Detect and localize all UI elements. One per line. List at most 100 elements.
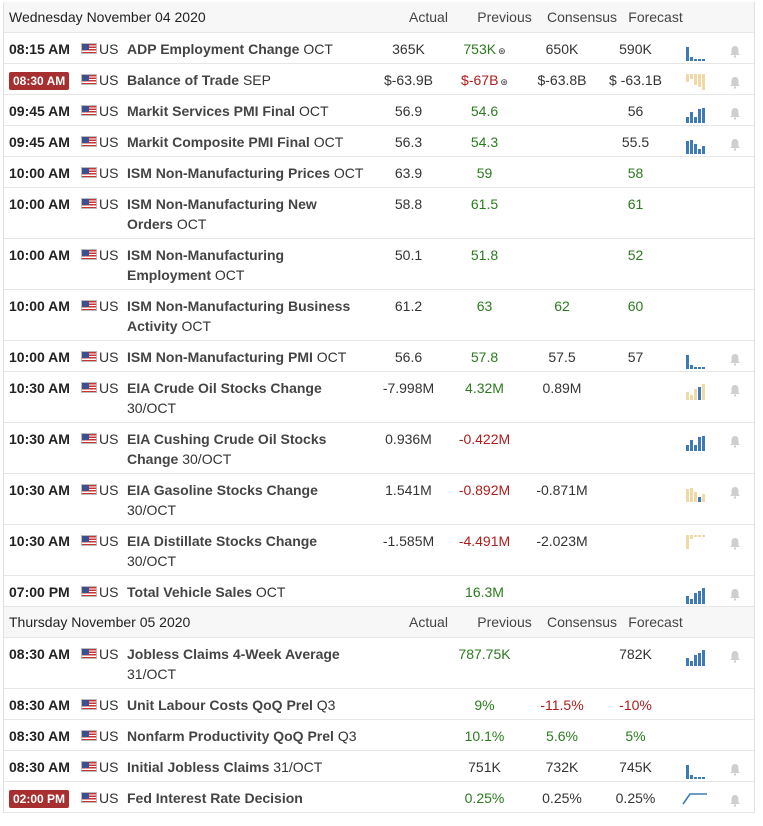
sparkline[interactable] bbox=[670, 751, 720, 779]
sparkline[interactable] bbox=[670, 474, 720, 502]
sparkline-chart[interactable] bbox=[685, 136, 705, 154]
sparkline[interactable] bbox=[670, 290, 720, 296]
event-name[interactable]: Balance of Trade SEP bbox=[127, 64, 371, 90]
event-row[interactable]: 10:00 AM US ISM Non-Manufacturing Employme… bbox=[4, 239, 754, 290]
event-name[interactable]: EIA Crude Oil Stocks Change 30/OCT bbox=[127, 372, 371, 418]
bell-icon[interactable] bbox=[729, 76, 741, 89]
event-title-link[interactable]: Balance of Trade bbox=[127, 72, 240, 88]
bell-icon[interactable] bbox=[729, 588, 741, 601]
bell-icon[interactable] bbox=[729, 486, 741, 499]
alert-bell[interactable] bbox=[720, 638, 750, 663]
event-title-link[interactable]: EIA Crude Oil Stocks Change bbox=[127, 380, 322, 396]
event-row[interactable]: 08:30 AM US Unit Labour Costs QoQ Prel Q3 9… bbox=[4, 689, 754, 720]
event-row[interactable]: 07:00 PM US Total Vehicle Sales OCT 16.3M bbox=[4, 576, 754, 607]
sparkline[interactable] bbox=[670, 33, 720, 61]
event-row[interactable]: 02:00 PM US Fed Interest Rate Decision 0.2… bbox=[4, 782, 754, 813]
bell-icon[interactable] bbox=[729, 763, 741, 776]
sparkline-chart[interactable] bbox=[685, 761, 705, 779]
event-title-link[interactable]: Nonfarm Productivity QoQ Prel bbox=[127, 728, 334, 744]
event-name[interactable]: Fed Interest Rate Decision bbox=[127, 782, 371, 808]
event-title-link[interactable]: ISM Non-Manufacturing New Orders bbox=[127, 196, 317, 232]
event-name[interactable]: Unit Labour Costs QoQ Prel Q3 bbox=[127, 689, 371, 715]
event-row[interactable]: 10:00 AM US ISM Non-Manufacturing Business… bbox=[4, 290, 754, 341]
sparkline[interactable] bbox=[670, 638, 720, 666]
event-title-link[interactable]: Total Vehicle Sales bbox=[127, 584, 253, 600]
sparkline[interactable] bbox=[670, 423, 720, 451]
bell-icon[interactable] bbox=[729, 45, 741, 58]
sparkline[interactable] bbox=[670, 95, 720, 123]
sparkline[interactable] bbox=[670, 239, 720, 245]
event-row[interactable]: 10:30 AM US EIA Cushing Crude Oil Stocks C… bbox=[4, 423, 754, 474]
event-row[interactable]: 10:30 AM US EIA Crude Oil Stocks Change 30… bbox=[4, 372, 754, 423]
event-name[interactable]: Total Vehicle Sales OCT bbox=[127, 576, 371, 602]
sparkline[interactable] bbox=[670, 372, 720, 400]
event-title-link[interactable]: ISM Non-Manufacturing Business Activity bbox=[127, 298, 351, 334]
alert-bell[interactable] bbox=[720, 525, 750, 550]
sparkline[interactable] bbox=[670, 689, 720, 695]
event-row[interactable]: 10:30 AM US EIA Distillate Stocks Change 3… bbox=[4, 525, 754, 576]
bell-icon[interactable] bbox=[729, 138, 741, 151]
sparkline-chart[interactable] bbox=[685, 43, 705, 61]
event-name[interactable]: ADP Employment Change OCT bbox=[127, 33, 371, 59]
event-row[interactable]: 10:00 AM US ISM Non-Manufacturing Prices O… bbox=[4, 157, 754, 188]
sparkline-chart[interactable] bbox=[685, 648, 705, 666]
sparkline[interactable] bbox=[670, 188, 720, 194]
bell-icon[interactable] bbox=[729, 794, 741, 807]
sparkline-chart[interactable] bbox=[685, 382, 705, 400]
bell-icon[interactable] bbox=[729, 107, 741, 120]
event-row[interactable]: 08:30 AM US Initial Jobless Claims 31/OCT 7… bbox=[4, 751, 754, 782]
event-row[interactable]: 10:00 AM US ISM Non-Manufacturing New Orde… bbox=[4, 188, 754, 239]
event-title-link[interactable]: ISM Non-Manufacturing Prices bbox=[127, 165, 331, 181]
event-title-link[interactable]: ADP Employment Change bbox=[127, 41, 300, 57]
event-name[interactable]: Markit Services PMI Final OCT bbox=[127, 95, 371, 121]
event-name[interactable]: ISM Non-Manufacturing Prices OCT bbox=[127, 157, 371, 183]
event-row[interactable]: 09:45 AM US Markit Services PMI Final OCT 5… bbox=[4, 95, 754, 126]
event-row[interactable]: 10:30 AM US EIA Gasoline Stocks Change 30/… bbox=[4, 474, 754, 525]
bell-icon[interactable] bbox=[729, 537, 741, 550]
sparkline-chart[interactable] bbox=[682, 788, 708, 806]
bell-icon[interactable] bbox=[729, 435, 741, 448]
alert-bell[interactable] bbox=[720, 372, 750, 397]
sparkline-chart[interactable] bbox=[685, 586, 705, 604]
event-name[interactable]: Jobless Claims 4-Week Average 31/OCT bbox=[127, 638, 371, 684]
event-name[interactable]: Initial Jobless Claims 31/OCT bbox=[127, 751, 371, 777]
alert-bell[interactable] bbox=[720, 33, 750, 58]
event-row[interactable]: 09:45 AM US Markit Composite PMI Final OCT… bbox=[4, 126, 754, 157]
event-row[interactable]: 08:30 AM US Nonfarm Productivity QoQ Prel … bbox=[4, 720, 754, 751]
event-name[interactable]: EIA Cushing Crude Oil Stocks Change 30/O… bbox=[127, 423, 371, 469]
event-name[interactable]: ISM Non-Manufacturing New Orders OCT bbox=[127, 188, 371, 234]
sparkline[interactable] bbox=[670, 525, 720, 553]
sparkline-chart[interactable] bbox=[685, 484, 705, 502]
event-row[interactable]: 08:30 AM US Balance of Trade SEP $-63.9B $-6… bbox=[4, 64, 754, 95]
event-row[interactable]: 08:30 AM US Jobless Claims 4-Week Average … bbox=[4, 638, 754, 689]
event-name[interactable]: Markit Composite PMI Final OCT bbox=[127, 126, 371, 152]
event-title-link[interactable]: EIA Cushing Crude Oil Stocks Change bbox=[127, 431, 327, 467]
sparkline-chart[interactable] bbox=[685, 105, 705, 123]
event-name[interactable]: ISM Non-Manufacturing PMI OCT bbox=[127, 341, 371, 367]
event-row[interactable]: 10:00 AM US ISM Non-Manufacturing PMI OCT 5… bbox=[4, 341, 754, 372]
sparkline-chart[interactable] bbox=[685, 433, 705, 451]
sparkline-chart[interactable] bbox=[685, 351, 705, 369]
alert-bell[interactable] bbox=[720, 64, 750, 89]
sparkline[interactable] bbox=[670, 720, 720, 726]
sparkline[interactable] bbox=[670, 341, 720, 369]
event-name[interactable]: Nonfarm Productivity QoQ Prel Q3 bbox=[127, 720, 371, 746]
alert-bell[interactable] bbox=[720, 474, 750, 499]
event-name[interactable]: EIA Distillate Stocks Change 30/OCT bbox=[127, 525, 371, 571]
event-title-link[interactable]: Fed Interest Rate Decision bbox=[127, 790, 303, 806]
event-title-link[interactable]: EIA Distillate Stocks Change bbox=[127, 533, 318, 549]
event-name[interactable]: ISM Non-Manufacturing Business Activity … bbox=[127, 290, 371, 336]
sparkline[interactable] bbox=[670, 64, 720, 92]
event-title-link[interactable]: Unit Labour Costs QoQ Prel bbox=[127, 697, 313, 713]
event-row[interactable]: 08:15 AM US ADP Employment Change OCT 365K 7… bbox=[4, 33, 754, 64]
bell-icon[interactable] bbox=[729, 384, 741, 397]
event-name[interactable]: ISM Non-Manufacturing Employment OCT bbox=[127, 239, 371, 285]
event-title-link[interactable]: Jobless Claims 4-Week Average bbox=[127, 646, 340, 662]
event-title-link[interactable]: EIA Gasoline Stocks Change bbox=[127, 482, 318, 498]
alert-bell[interactable] bbox=[720, 751, 750, 776]
event-title-link[interactable]: Markit Composite PMI Final bbox=[127, 134, 310, 150]
alert-bell[interactable] bbox=[720, 576, 750, 601]
alert-bell[interactable] bbox=[720, 782, 750, 807]
alert-bell[interactable] bbox=[720, 423, 750, 448]
event-title-link[interactable]: Markit Services PMI Final bbox=[127, 103, 296, 119]
